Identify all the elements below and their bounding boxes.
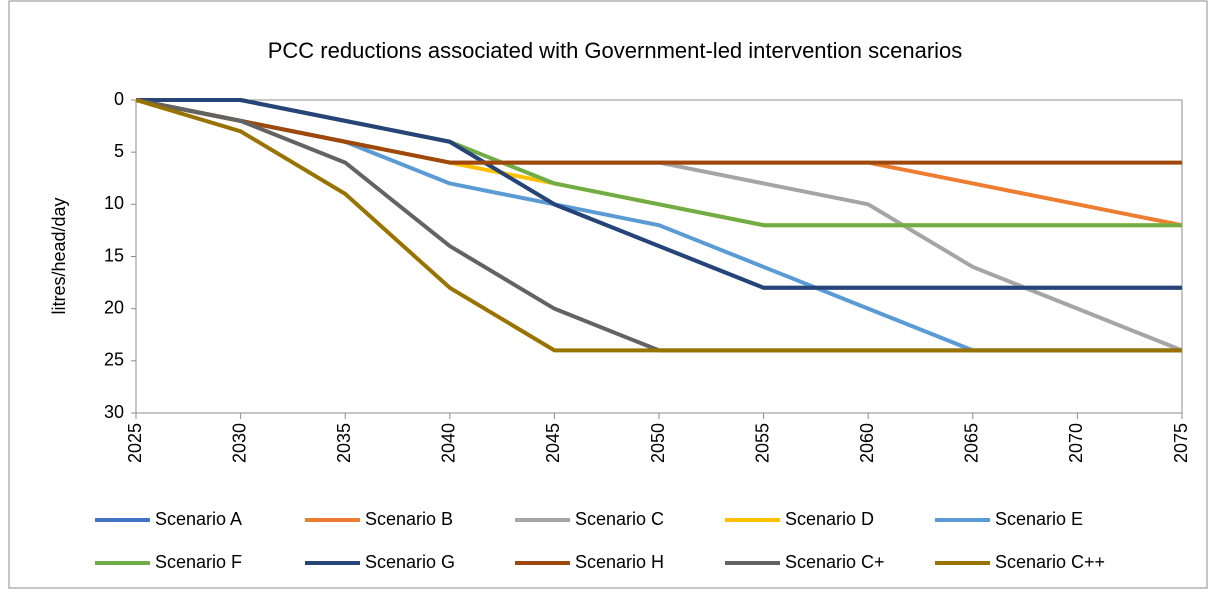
y-tick-label: 0 [114, 89, 124, 109]
y-tick-label: 25 [104, 350, 124, 370]
y-tick-label: 30 [104, 402, 124, 422]
x-tick-label: 2025 [125, 423, 145, 463]
x-tick-label: 2030 [229, 423, 249, 463]
x-tick-label: 2055 [752, 423, 772, 463]
x-tick-label: 2045 [543, 423, 563, 463]
x-tick-label: 2050 [648, 423, 668, 463]
legend-label: Scenario F [155, 552, 242, 572]
legend-label: Scenario A [155, 509, 242, 529]
chart-frame [8, 0, 1208, 589]
x-tick-label: 2035 [334, 423, 354, 463]
legend-label: Scenario C+ [785, 552, 885, 572]
legend-label: Scenario B [365, 509, 453, 529]
chart-title: PCC reductions associated with Governmen… [268, 38, 963, 63]
y-tick-label: 5 [114, 141, 124, 161]
x-tick-label: 2075 [1171, 423, 1191, 463]
x-tick-label: 2065 [962, 423, 982, 463]
legend-label: Scenario C [575, 509, 664, 529]
x-tick-label: 2060 [857, 423, 877, 463]
legend-label: Scenario H [575, 552, 664, 572]
legend-label: Scenario G [365, 552, 455, 572]
x-tick-label: 2040 [439, 423, 459, 463]
legend-label: Scenario D [785, 509, 874, 529]
series-line [135, 98, 1182, 353]
x-tick-label: 2070 [1066, 423, 1086, 463]
series-line [136, 98, 1182, 290]
legend-label: Scenario C++ [995, 552, 1105, 572]
y-axis-label: litres/head/day [49, 197, 69, 314]
y-tick-label: 15 [104, 245, 124, 265]
legend-label: Scenario E [995, 509, 1083, 529]
y-tick-label: 10 [104, 193, 124, 213]
series-line [135, 98, 1182, 165]
y-tick-label: 20 [104, 297, 124, 317]
